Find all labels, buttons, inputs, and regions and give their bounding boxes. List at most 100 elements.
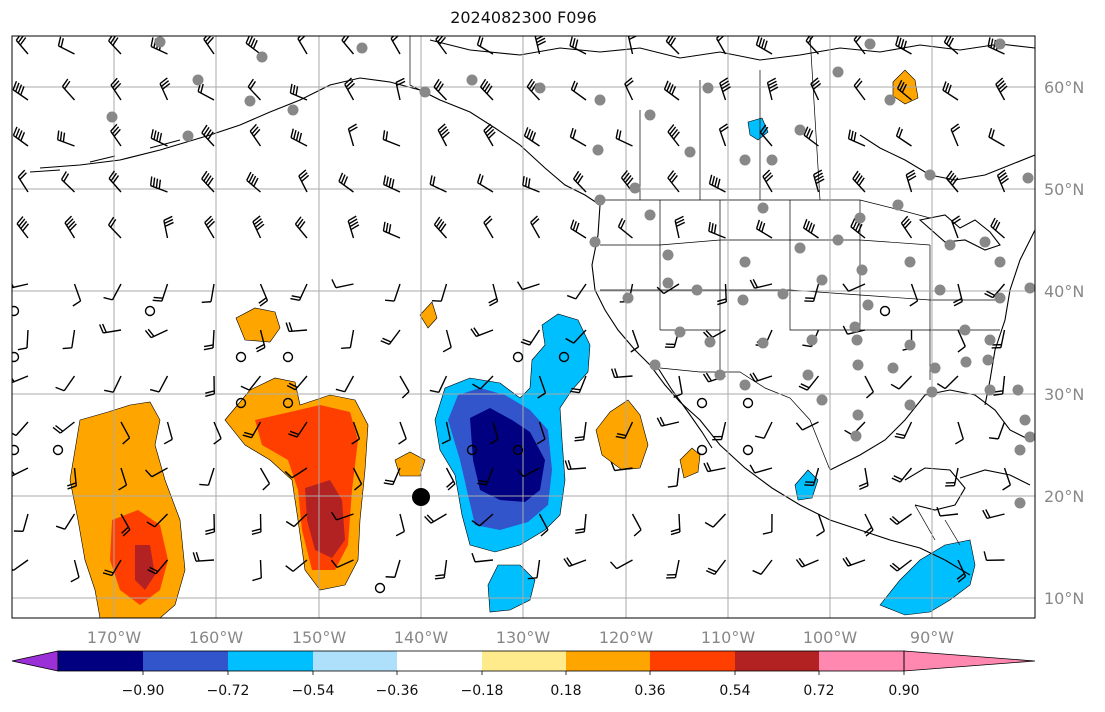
wind-barb bbox=[298, 169, 310, 193]
wind-barb bbox=[909, 283, 919, 307]
wind-barb bbox=[762, 169, 774, 193]
wind-barb bbox=[983, 551, 1005, 562]
wind-barb bbox=[569, 127, 587, 147]
wind-barb bbox=[631, 513, 642, 537]
station-dot bbox=[816, 274, 828, 286]
wind-barb bbox=[247, 78, 262, 101]
wind-barb bbox=[847, 129, 866, 147]
station-dot bbox=[662, 249, 674, 261]
aleutian-chain bbox=[29, 139, 181, 173]
calm-wind-circle bbox=[879, 305, 891, 317]
wind-barb bbox=[380, 329, 401, 346]
station-dot bbox=[256, 51, 268, 63]
wind-barb bbox=[12, 282, 29, 289]
wind-barb bbox=[673, 375, 683, 399]
wind-barb bbox=[666, 559, 680, 579]
wind-barb bbox=[803, 126, 819, 147]
colorbar-extend-low bbox=[11, 650, 59, 672]
wind-barb bbox=[945, 467, 959, 487]
station-dot bbox=[1022, 172, 1034, 184]
positive-region-small-2 bbox=[394, 451, 426, 477]
wind-barb bbox=[205, 375, 215, 397]
wind-barb bbox=[347, 123, 358, 147]
station-dot bbox=[852, 409, 864, 421]
wind-barb bbox=[152, 283, 169, 302]
wind-barb bbox=[120, 513, 131, 537]
station-dot bbox=[1014, 497, 1026, 509]
colorbar-bin bbox=[650, 651, 735, 671]
wind-barb bbox=[489, 421, 499, 445]
station-dot bbox=[979, 236, 991, 248]
wind-barb bbox=[72, 283, 82, 307]
wind-barb bbox=[895, 36, 912, 55]
wind-barb bbox=[674, 215, 686, 239]
wind-barb bbox=[896, 79, 912, 101]
station-dot bbox=[984, 384, 996, 396]
station-dot bbox=[794, 242, 806, 254]
station-dot bbox=[994, 292, 1006, 304]
wind-barb bbox=[338, 172, 354, 193]
calm-wind-circle bbox=[466, 444, 478, 456]
wind-barb bbox=[564, 460, 587, 470]
calm-wind-circle bbox=[696, 397, 708, 409]
wind-barb bbox=[569, 36, 587, 55]
wind-barb bbox=[395, 77, 406, 101]
wind-barb bbox=[285, 513, 308, 528]
wind-barb bbox=[163, 215, 174, 239]
station-dot bbox=[850, 430, 862, 442]
wind-barb bbox=[147, 559, 169, 575]
wind-barb bbox=[383, 467, 401, 486]
border-layer bbox=[409, 36, 1000, 546]
station-dot bbox=[739, 379, 751, 391]
station-dot bbox=[904, 339, 916, 351]
wind-barb bbox=[755, 219, 773, 239]
station-dot bbox=[766, 154, 778, 166]
wind-barb bbox=[297, 36, 308, 55]
wind-barb bbox=[110, 77, 122, 101]
wind-barb bbox=[615, 129, 633, 147]
wind-barb bbox=[617, 218, 633, 239]
wind-barb bbox=[149, 176, 168, 193]
station-dot bbox=[816, 394, 828, 406]
station-dot bbox=[106, 111, 118, 123]
station-dot bbox=[960, 356, 972, 368]
station-dot bbox=[777, 288, 789, 300]
colorbar-tick-label: −0.36 bbox=[376, 683, 419, 699]
calm-wind-circle bbox=[12, 305, 20, 317]
wind-barb bbox=[953, 283, 964, 307]
wind-barb bbox=[572, 170, 587, 193]
station-dot bbox=[904, 256, 916, 268]
station-dot bbox=[924, 169, 936, 181]
plot-border bbox=[11, 35, 1036, 619]
graticule bbox=[12, 36, 1035, 618]
wind-barb bbox=[708, 174, 726, 193]
wind-barb bbox=[242, 421, 262, 439]
positive-region-small-1 bbox=[235, 307, 281, 343]
station-dot bbox=[757, 337, 769, 349]
wind-barb bbox=[424, 513, 447, 524]
wind-barb bbox=[55, 513, 76, 530]
wind-barb bbox=[988, 421, 1006, 440]
wind-barb bbox=[703, 462, 726, 473]
wind-barb bbox=[864, 375, 874, 399]
wind-barb bbox=[13, 513, 29, 533]
wind-barb bbox=[624, 77, 634, 101]
station-dot bbox=[702, 82, 714, 94]
wind-barb bbox=[246, 171, 261, 193]
lat-label-60: 60°N bbox=[1044, 78, 1084, 97]
wind-barb bbox=[108, 170, 122, 193]
wind-barb bbox=[98, 323, 122, 334]
station-dot bbox=[662, 277, 674, 289]
wind-barb bbox=[352, 467, 363, 491]
wind-barb bbox=[108, 216, 122, 239]
colorbar-bin bbox=[482, 651, 566, 671]
station-dot bbox=[356, 42, 368, 54]
colorbar-bin bbox=[566, 651, 650, 671]
colorbar-ticks bbox=[142, 671, 905, 675]
station-dot bbox=[644, 109, 656, 121]
wind-barb bbox=[670, 513, 681, 536]
station-dot bbox=[852, 359, 864, 371]
wind-barb bbox=[708, 221, 726, 239]
wind-barb bbox=[429, 375, 448, 393]
